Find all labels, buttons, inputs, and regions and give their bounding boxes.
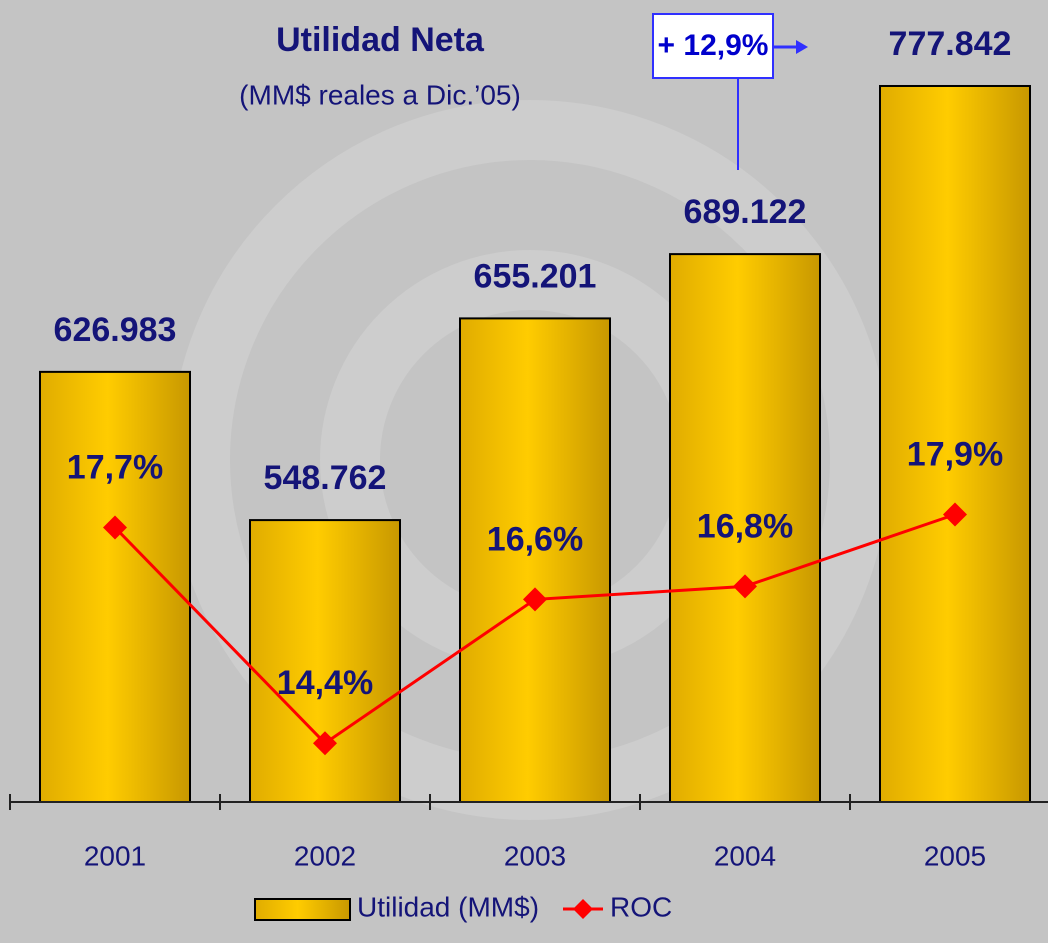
roc-label: 17,9%: [907, 435, 1003, 473]
chart-subtitle: (MM$ reales a Dic.’05): [239, 79, 521, 110]
roc-label: 16,8%: [697, 507, 793, 545]
roc-marker: [523, 587, 547, 612]
roc-marker: [313, 731, 337, 756]
roc-marker: [103, 515, 127, 540]
bar: [669, 253, 821, 803]
roc-label: 16,6%: [487, 520, 583, 558]
legend-marker: [573, 899, 593, 919]
x-tick-label: 2004: [714, 840, 776, 871]
annotation-arrowhead: [796, 40, 808, 54]
roc-marker: [733, 574, 757, 599]
x-tick-label: 2005: [924, 840, 986, 871]
chart-title: Utilidad Neta: [276, 21, 485, 59]
bar: [249, 519, 401, 803]
roc-marker: [943, 502, 967, 527]
x-tick-label: 2003: [504, 840, 566, 871]
annotation: + 12,9%: [658, 29, 769, 62]
roc-label: 17,7%: [67, 449, 163, 487]
bar-label: 777.842: [889, 25, 1012, 63]
x-tick-label: 2002: [294, 840, 356, 871]
bar-label: 548.762: [264, 459, 387, 497]
legend-swatch: [254, 898, 351, 921]
bar: [39, 370, 191, 803]
bar-label: 689.122: [684, 193, 807, 231]
bar: [459, 317, 611, 803]
legend-label: Utilidad (MM$): [357, 891, 539, 922]
bar-label: 655.201: [474, 257, 597, 295]
roc-label: 14,4%: [277, 664, 373, 702]
legend-label: ROC: [610, 891, 672, 922]
x-tick-label: 2001: [84, 840, 146, 871]
bar-label: 626.983: [54, 311, 177, 349]
